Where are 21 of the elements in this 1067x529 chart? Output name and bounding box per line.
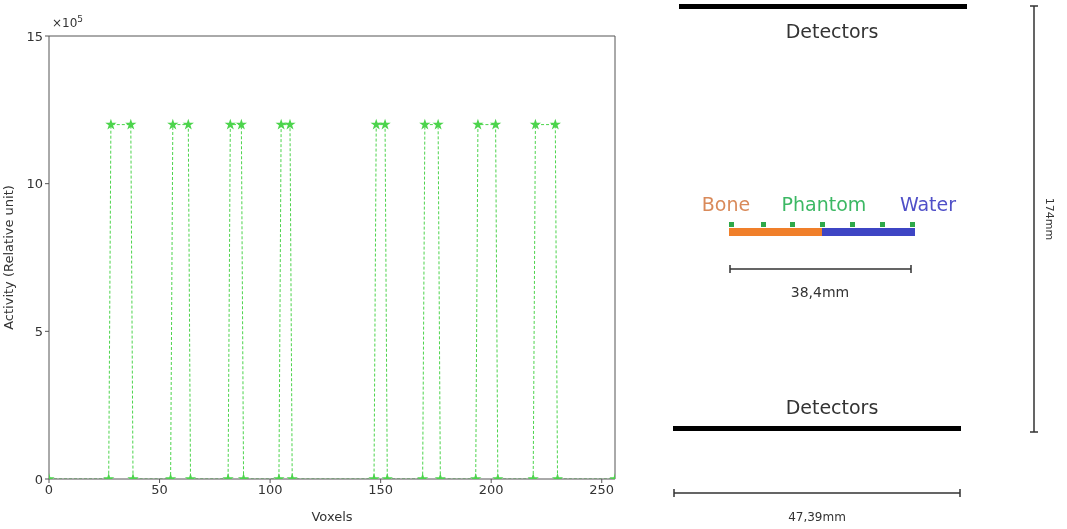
text: Bone	[701, 193, 751, 215]
text: 174mm	[1043, 197, 1056, 241]
x-tick-label: 250	[589, 482, 615, 498]
y-tick-label: 10	[26, 176, 43, 192]
text: Water	[899, 193, 957, 215]
y-tick-label: 5	[34, 323, 43, 339]
x-axis-title: Voxels	[311, 509, 353, 524]
x-tick-label: 200	[478, 482, 504, 498]
text: Detectors	[785, 20, 879, 42]
text: ×10$^{5}$	[52, 14, 84, 30]
x-tick-label: 150	[368, 482, 394, 498]
y-tick-label: 15	[26, 28, 43, 44]
text: 47,39mm	[788, 510, 846, 524]
x-tick-label: 50	[151, 482, 168, 498]
y-axis-title: Activity (Relative unit)	[0, 185, 16, 330]
text: Detectors	[785, 396, 879, 418]
x-tick-label: 0	[44, 482, 54, 498]
text: 38,4mm	[790, 284, 850, 300]
x-tick-label: 100	[257, 482, 283, 498]
y-tick-label: 0	[34, 471, 43, 487]
text: Phantom	[781, 193, 867, 215]
